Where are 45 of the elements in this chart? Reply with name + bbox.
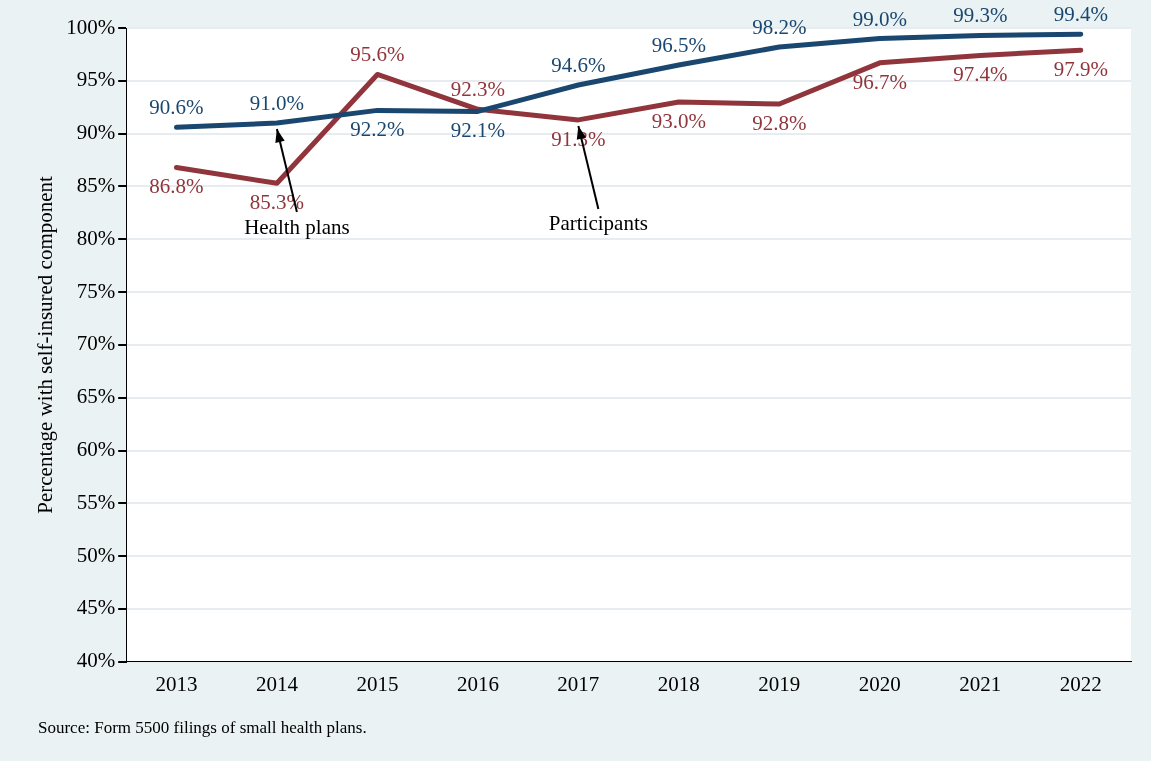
x-tick-label: 2014 — [255, 671, 299, 696]
data-label: 92.2% — [350, 117, 405, 142]
y-tick-label: 80% — [76, 225, 116, 250]
data-label: 92.3% — [450, 77, 505, 102]
annotation: Participants — [548, 211, 648, 236]
y-tick-label: 70% — [76, 331, 116, 356]
data-label: 99.3% — [953, 3, 1008, 28]
x-tick-label: 2016 — [456, 671, 499, 696]
y-tick-label: 55% — [76, 489, 116, 514]
data-label: 93.0% — [651, 108, 706, 133]
data-label: 90.6% — [149, 95, 204, 120]
data-label: 95.6% — [350, 42, 405, 67]
x-tick-label: 2022 — [1059, 671, 1102, 696]
y-tick-label: 75% — [76, 278, 116, 303]
data-label: 98.2% — [752, 15, 807, 40]
y-tick-label: 95% — [76, 67, 116, 92]
data-label: 97.9% — [1053, 57, 1108, 82]
x-tick-label: 2020 — [858, 671, 901, 696]
x-tick-label: 2018 — [657, 671, 700, 696]
y-tick-label: 65% — [76, 384, 116, 409]
source-note: Source: Form 5500 filings of small health plans. — [38, 717, 367, 737]
annotation: Health plans — [244, 214, 350, 239]
x-tick-label: 2021 — [959, 671, 1002, 696]
x-tick-label: 2015 — [356, 671, 399, 696]
y-axis-title: Percentage with self-insured component — [33, 175, 58, 514]
y-tick-label: 90% — [76, 120, 116, 145]
y-tick-label: 60% — [76, 437, 116, 462]
data-label: 97.4% — [953, 62, 1008, 87]
y-tick-label: 50% — [76, 542, 116, 567]
data-label: 99.4% — [1053, 2, 1108, 27]
y-tick-label: 45% — [76, 595, 116, 620]
data-label: 91.0% — [249, 91, 305, 116]
data-label: 92.8% — [752, 111, 807, 136]
data-label: 86.8% — [149, 174, 204, 199]
x-tick-label: 2013 — [155, 671, 198, 696]
y-tick-label: 100% — [66, 14, 116, 39]
data-label: 92.1% — [450, 118, 505, 143]
data-label: 94.6% — [551, 53, 606, 78]
data-label: 96.5% — [651, 32, 706, 57]
data-label: 99.0% — [852, 6, 907, 31]
y-tick-label: 85% — [76, 172, 116, 197]
x-tick-label: 2017 — [557, 671, 600, 696]
data-label: 96.7% — [852, 69, 907, 94]
y-tick-label: 40% — [76, 648, 116, 673]
x-tick-label: 2019 — [758, 671, 801, 696]
